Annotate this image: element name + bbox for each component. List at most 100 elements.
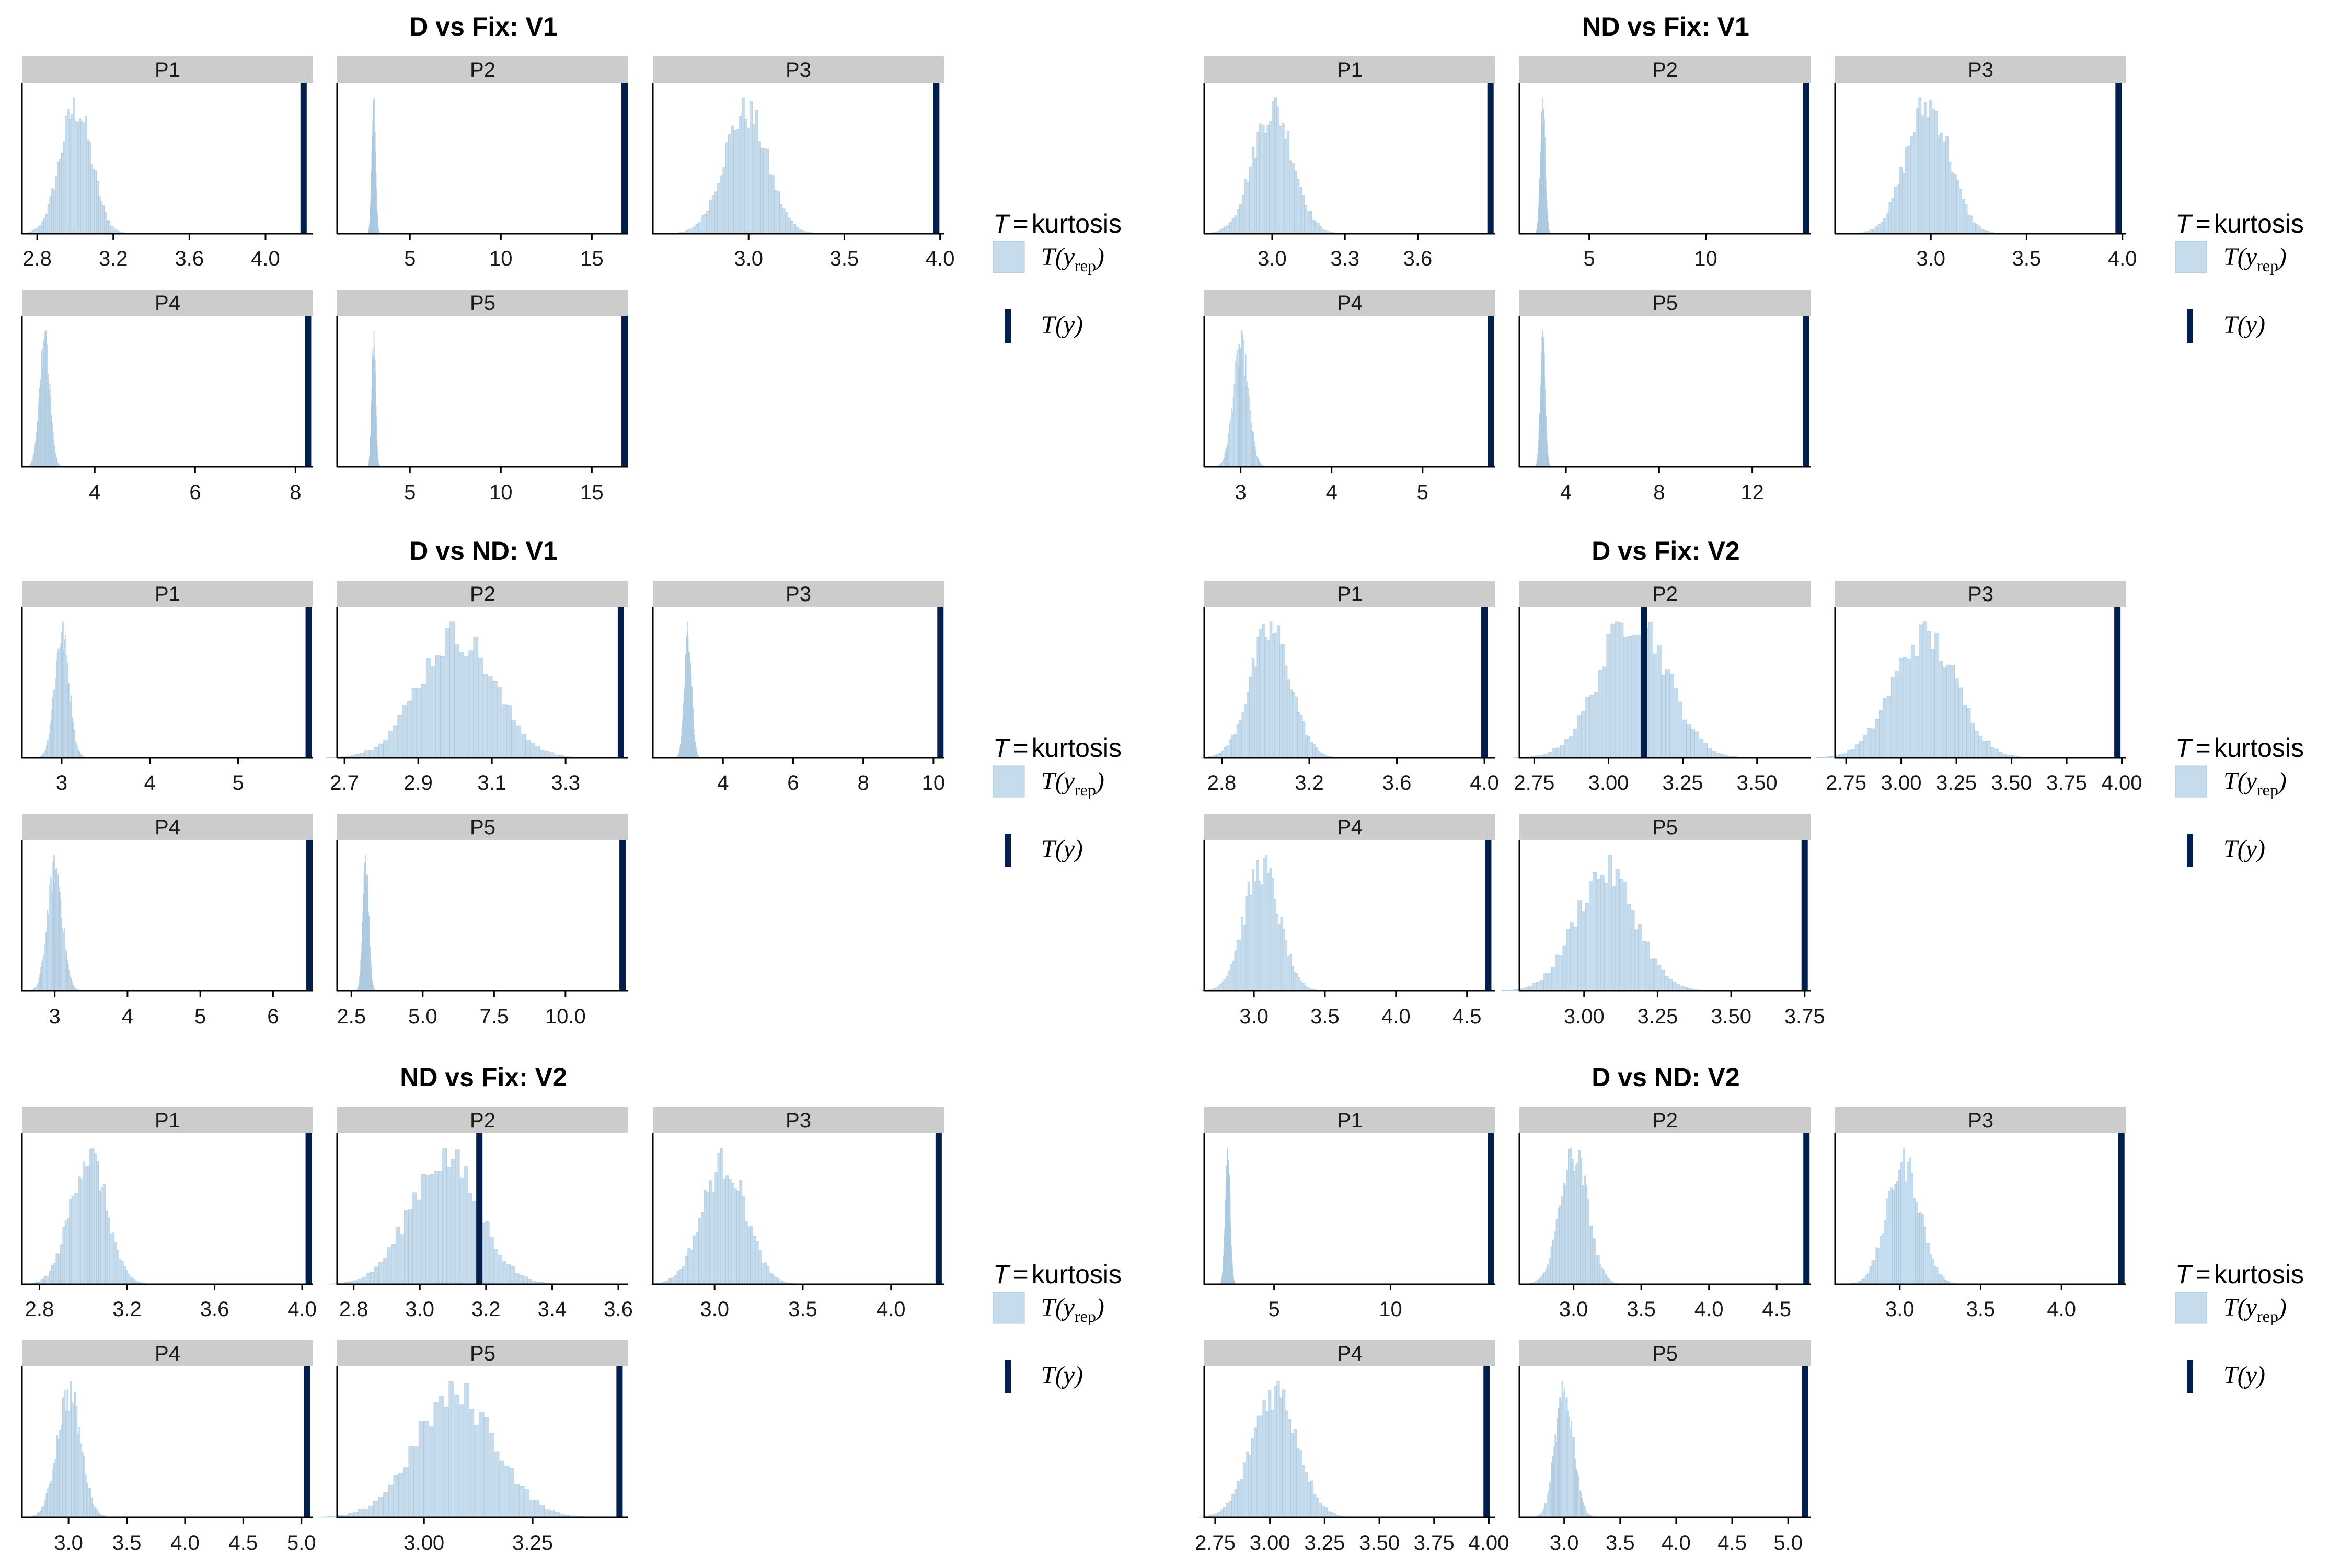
legend-rep-swatch <box>993 241 1025 273</box>
rep-histogram-bar <box>1554 1434 1557 1518</box>
rep-histogram-bar <box>1297 712 1300 758</box>
rep-histogram-bar <box>364 750 370 758</box>
rep-histogram-bar <box>1282 644 1285 758</box>
rep-histogram-bar <box>1551 1462 1553 1518</box>
rep-histogram-bar <box>473 637 479 758</box>
rep-histogram-bar <box>1615 621 1620 758</box>
rep-histogram-bar <box>766 1266 770 1285</box>
rep-histogram-bar <box>725 1175 729 1285</box>
rep-histogram-bar <box>368 1505 374 1518</box>
rep-histogram-bar <box>1327 1511 1331 1518</box>
facet-label: P2 <box>470 1109 495 1132</box>
rep-histogram-bar <box>1306 211 1310 234</box>
rep-histogram-bar <box>733 130 737 234</box>
rep-histogram-bar <box>1894 186 1897 234</box>
rep-histogram-bar <box>1241 195 1245 234</box>
chart-group-6: D vs ND: V2 P1 5 10 P2 3.0 3.5 4.0 4.5 P3 3.0 3.5 4.… <box>1195 1063 2304 1554</box>
rep-histogram-bar <box>1573 729 1577 758</box>
rep-histogram-bar <box>413 1446 419 1518</box>
rep-histogram-bar <box>1585 1185 1588 1285</box>
rep-histogram-bar <box>731 125 734 234</box>
rep-histogram-bar <box>1916 108 1919 234</box>
legend-rep-swatch <box>993 765 1025 798</box>
x-tick-label: 4.5 <box>229 1531 258 1554</box>
legend-rep-close: ) <box>1094 1294 1104 1321</box>
rep-histogram-bar <box>1271 878 1274 991</box>
rep-histogram-bar <box>378 743 384 758</box>
rep-histogram-bar <box>690 1250 694 1285</box>
rep-histogram-bar <box>1264 133 1267 234</box>
legend-rep-label: T(yrep) <box>2223 1294 2287 1325</box>
facet-panel-p4: P4 3 4 5 <box>1203 290 1495 504</box>
rep-histogram-bar <box>489 1433 494 1518</box>
rep-histogram-bar <box>1855 744 1860 758</box>
rep-histogram-bar <box>132 1278 135 1285</box>
rep-histogram-bar <box>1672 982 1677 991</box>
rep-histogram-bar <box>1245 896 1248 991</box>
rep-histogram-bar <box>1918 97 1922 234</box>
legend-title: T = kurtosis <box>993 733 1122 763</box>
facet-label: P2 <box>1652 1109 1678 1132</box>
rep-histogram-bar <box>92 169 95 234</box>
facet-label: P3 <box>1968 59 1993 82</box>
rep-histogram-bar <box>1251 147 1255 234</box>
rep-histogram-bar <box>1930 649 1935 758</box>
rep-histogram-bar <box>104 212 107 234</box>
rep-histogram-bar <box>1905 1181 1907 1285</box>
legend-equals: = <box>1013 1260 1029 1289</box>
facet-strip <box>1519 56 1811 83</box>
rep-histogram-bar <box>387 1247 392 1285</box>
rep-histogram-bar <box>1923 1226 1926 1285</box>
x-tick-label: 3.3 <box>1330 247 1359 270</box>
rep-histogram-bar <box>331 757 337 758</box>
rep-histogram-bar <box>693 1235 696 1285</box>
legend-rep-text: T(y <box>2223 243 2257 271</box>
rep-histogram-bar <box>1657 644 1662 758</box>
rep-histogram-bar <box>744 119 747 234</box>
rep-histogram-bar <box>1266 125 1270 234</box>
rep-histogram-bar <box>109 1233 112 1285</box>
rep-histogram-bar <box>60 1244 63 1285</box>
x-tick-label: 2.7 <box>330 771 359 794</box>
rep-histogram-bar <box>1898 1170 1901 1285</box>
x-tick-label: 3.2 <box>1295 771 1324 794</box>
facet-panel-p1: P1 2.8 3.2 3.6 4.0 <box>20 56 313 270</box>
rep-histogram-bar <box>1913 1198 1916 1285</box>
rep-histogram-bar <box>1540 1276 1542 1285</box>
rep-histogram-bar <box>1884 1220 1886 1285</box>
rep-histogram-bar <box>1973 222 1976 234</box>
rep-histogram-bar <box>108 221 111 234</box>
rep-histogram-bar <box>1274 97 1277 234</box>
x-tick-label: 4 <box>89 481 100 504</box>
rep-histogram-bar <box>1256 1416 1260 1518</box>
x-tick-label: 3.6 <box>1403 247 1433 270</box>
rep-histogram-bar <box>1558 1408 1560 1518</box>
rep-histogram-bar <box>1678 701 1682 758</box>
rep-histogram-bar <box>82 1452 84 1518</box>
rep-histogram-bar <box>668 1278 672 1285</box>
rep-histogram-bar <box>1903 1148 1905 1285</box>
facet-strip <box>1519 1107 1811 1133</box>
rep-histogram-bar <box>1588 1226 1591 1285</box>
facet-strip <box>1204 1340 1495 1366</box>
rep-histogram-bar <box>408 1209 413 1285</box>
rep-histogram-bar <box>1905 147 1908 234</box>
rep-histogram-bar <box>1514 757 1519 758</box>
rep-histogram-bar <box>1289 689 1293 758</box>
rep-histogram-bar <box>1863 735 1867 758</box>
rep-histogram-bar <box>1555 1219 1558 1285</box>
rep-histogram-bar <box>1310 1480 1314 1518</box>
rep-histogram-bar <box>1978 226 1981 234</box>
x-tick-label: 3.0 <box>1550 1531 1579 1554</box>
rep-histogram-bar <box>1956 180 1959 234</box>
rep-histogram-bar <box>1962 705 1967 758</box>
rep-histogram-bar <box>51 1265 54 1285</box>
rep-histogram-bar <box>1562 1183 1565 1285</box>
rep-histogram-bar <box>510 1266 515 1285</box>
facet-strip <box>1835 56 2126 83</box>
rep-histogram-bar <box>1886 212 1889 234</box>
facet-strip <box>1204 814 1495 840</box>
